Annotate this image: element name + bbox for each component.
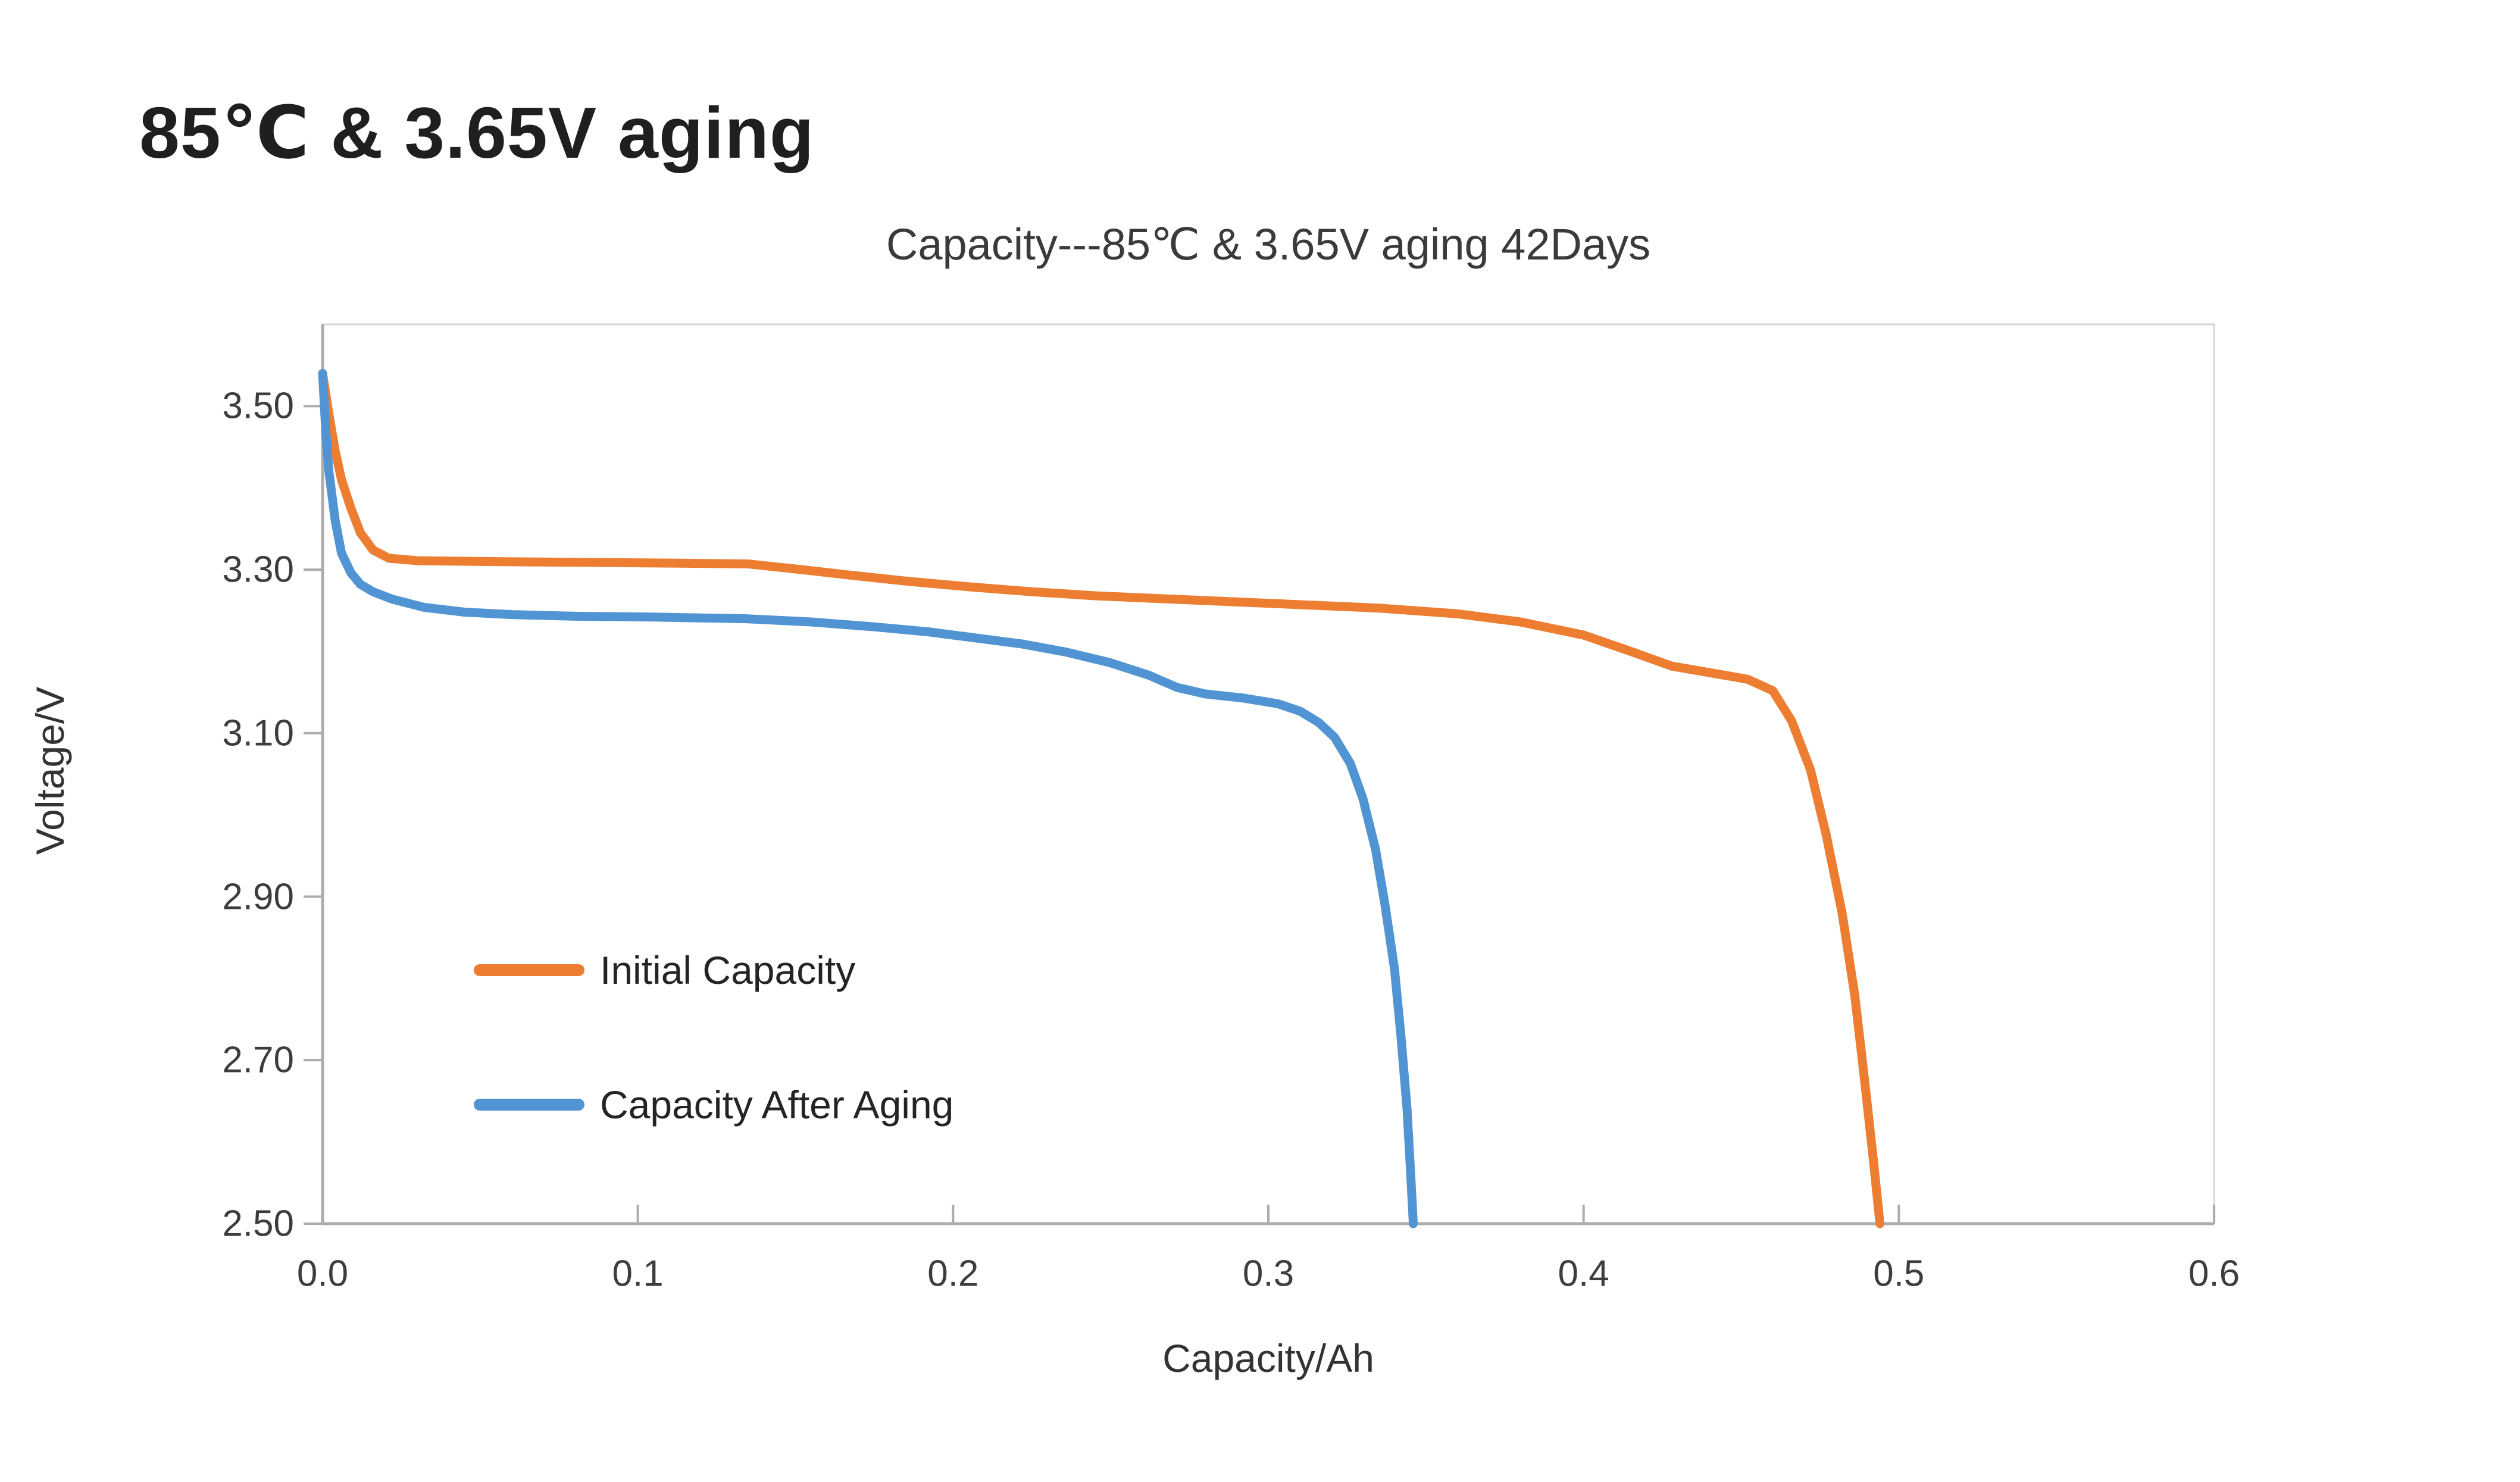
legend-label-capacity-after-aging: Capacity After Aging (600, 1083, 954, 1127)
series-line-initial-capacity (318, 368, 1885, 1228)
x-tick-label: 0.5 (1873, 1253, 1925, 1295)
y-tick-label: 2.90 (222, 876, 294, 918)
x-axis-title: Capacity/Ah (1162, 1336, 1374, 1380)
x-tick-label: 0.2 (927, 1253, 979, 1295)
x-tick-label: 0.4 (1558, 1253, 1609, 1295)
legend-item-initial-capacity: Initial Capacity (474, 948, 953, 993)
y-tick-label: 3.50 (222, 385, 294, 427)
legend-label-initial-capacity: Initial Capacity (600, 948, 856, 992)
legend-item-capacity-after-aging: Capacity After Aging (474, 1082, 953, 1127)
y-tick-label: 3.10 (222, 712, 294, 754)
page-title: 85℃ & 3.65V aging (139, 92, 815, 173)
x-tick-label: 0.0 (296, 1253, 349, 1295)
series-line-capacity-after-aging (318, 368, 1418, 1228)
y-tick-label: 3.30 (222, 549, 294, 590)
legend-swatch-capacity-after-aging (474, 1099, 584, 1111)
x-tick-label: 0.3 (1242, 1253, 1295, 1295)
x-tick-label: 0.1 (612, 1253, 664, 1295)
y-tick-label: 2.70 (222, 1039, 294, 1081)
legend: Initial Capacity Capacity After Aging (474, 948, 953, 1127)
chart-title: Capacity---85℃ & 3.65V aging 42Days (886, 220, 1651, 269)
legend-swatch-initial-capacity (474, 964, 584, 976)
x-tick-label: 0.6 (2188, 1253, 2240, 1295)
y-axis-title: Voltage/V (28, 686, 72, 855)
y-tick-label: 2.50 (222, 1203, 294, 1245)
